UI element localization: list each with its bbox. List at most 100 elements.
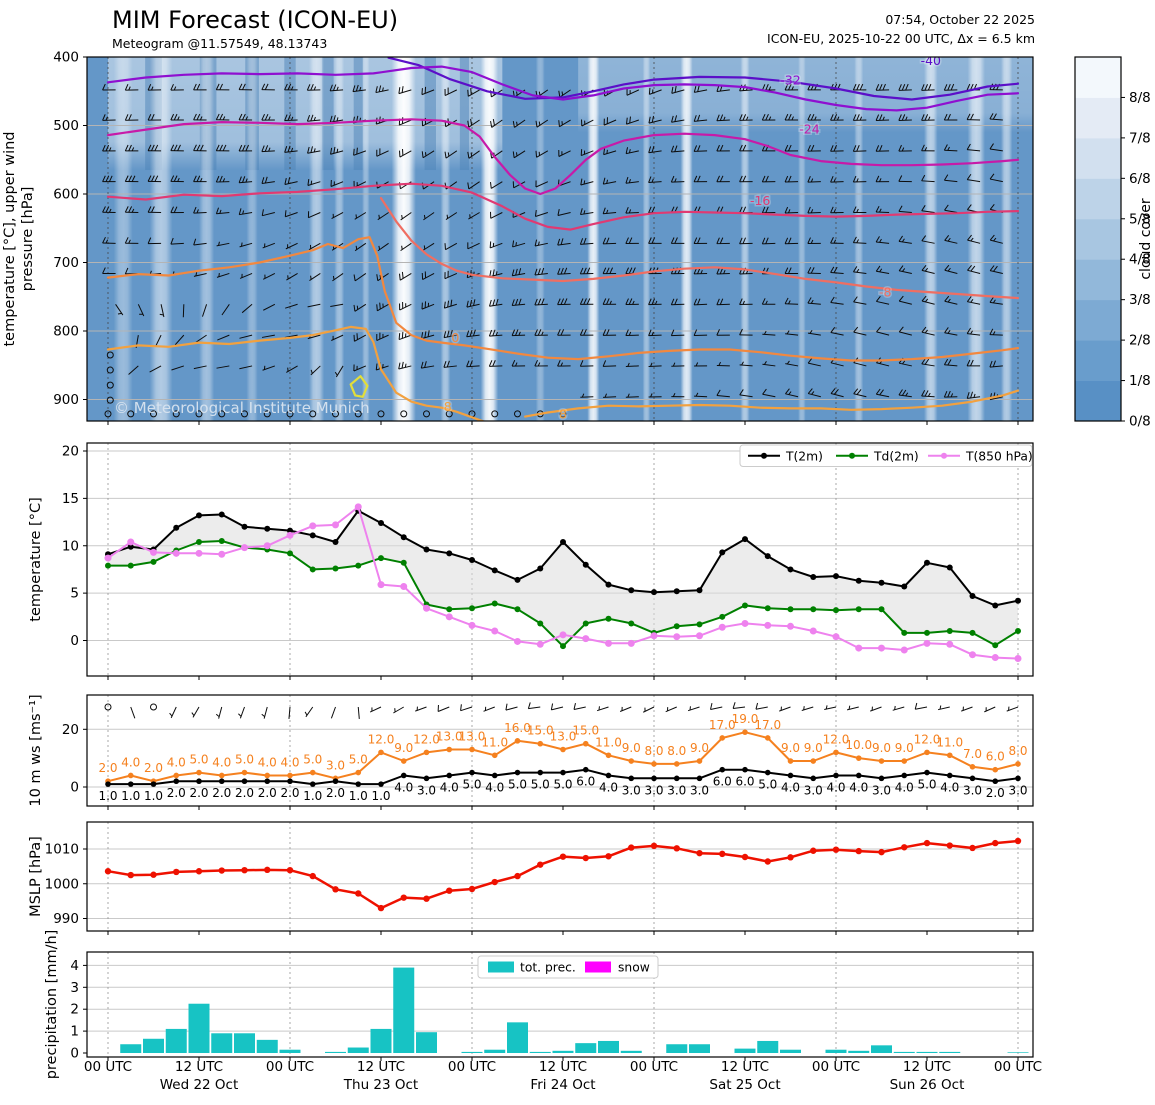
svg-text:Sat 25 Oct: Sat 25 Oct <box>709 1077 780 1093</box>
precip-bar <box>484 1049 506 1053</box>
svg-text:Thu 23 Oct: Thu 23 Oct <box>343 1077 418 1093</box>
model-run-info: ICON-EU, 2025-10-22 00 UTC, Δx = 6.5 km <box>767 31 1035 46</box>
precip-bar <box>893 1051 915 1053</box>
svg-text:2.0: 2.0 <box>326 786 345 800</box>
svg-text:20: 20 <box>62 722 79 738</box>
svg-text:0: 0 <box>70 1046 79 1062</box>
svg-text:3.0: 3.0 <box>644 783 663 797</box>
svg-text:6.0: 6.0 <box>986 750 1005 764</box>
precip-bar <box>734 1048 756 1053</box>
contour-label--32: -32 <box>780 72 800 87</box>
precip-bar <box>256 1039 278 1053</box>
svg-text:6/8: 6/8 <box>1129 171 1151 187</box>
svg-text:4.0: 4.0 <box>121 755 140 769</box>
watermark: © Meteorological Institute Munich <box>114 399 370 417</box>
svg-text:4: 4 <box>70 958 79 974</box>
svg-text:00 UTC: 00 UTC <box>448 1059 496 1075</box>
temperature-legend: T(2m) Td(2m) T(850 hPa) <box>739 444 1033 467</box>
svg-text:6.0: 6.0 <box>735 775 754 789</box>
svg-text:15.0: 15.0 <box>572 724 599 738</box>
creation-time: 07:54, October 22 2025 <box>885 12 1035 27</box>
svg-text:5.0: 5.0 <box>917 778 936 792</box>
svg-text:1010: 1010 <box>45 842 79 858</box>
p3-axes: 0 20 10 m ws [ms⁻¹] <box>28 694 1034 810</box>
svg-text:5/8: 5/8 <box>1129 211 1151 227</box>
precip-bar <box>279 1049 301 1053</box>
svg-text:2.0: 2.0 <box>986 786 1005 800</box>
contour-label--40: -40 <box>921 53 941 68</box>
calm-wind-circles <box>104 351 567 418</box>
svg-text:2.0: 2.0 <box>235 786 254 800</box>
svg-text:1.0: 1.0 <box>371 789 390 803</box>
svg-text:17.0: 17.0 <box>754 718 781 732</box>
legend-box <box>477 955 659 979</box>
svg-text:3.0: 3.0 <box>963 783 982 797</box>
labels-orange: 2.0 4.0 2.0 4.0 5.0 4.0 5.0 4.0 4.0 5.0 3.0 5.012.0… <box>98 712 1027 775</box>
svg-text:13.0: 13.0 <box>436 729 463 743</box>
svg-text:990: 990 <box>53 911 79 927</box>
series-t-850-hpa- <box>104 503 1022 663</box>
bars-tot-prec <box>120 967 1029 1053</box>
contour-label--8: -8 <box>879 285 892 300</box>
svg-text:Wed 22 Oct: Wed 22 Oct <box>160 1077 239 1093</box>
svg-text:8.0: 8.0 <box>644 744 663 758</box>
p1-grid <box>87 57 1033 421</box>
svg-text:4.0: 4.0 <box>599 780 618 794</box>
svg-text:700: 700 <box>53 255 79 271</box>
precip-legend: tot. prec. snow <box>477 955 659 979</box>
panel-temperature: 0 5 10 15 20 temperature [°C] T(2m) Td(2m) T(850… <box>28 442 1034 680</box>
series-gusts: 2.0 4.0 2.0 4.0 5.0 4.0 5.0 4.0 4.0 5.0 3.0 5.012.0… <box>98 712 1028 785</box>
svg-text:00 UTC: 00 UTC <box>994 1059 1042 1075</box>
svg-text:5.0: 5.0 <box>758 778 777 792</box>
svg-text:4.0: 4.0 <box>212 755 231 769</box>
svg-text:9.0: 9.0 <box>690 741 709 755</box>
svg-text:0: 0 <box>70 633 79 649</box>
panel-wind: 2.0 4.0 2.0 4.0 5.0 4.0 5.0 4.0 4.0 5.0 3.0 5.012.0… <box>28 694 1034 810</box>
svg-text:5.0: 5.0 <box>189 753 208 767</box>
svg-text:00 UTC: 00 UTC <box>630 1059 678 1075</box>
precip-bar <box>143 1038 164 1053</box>
svg-text:5: 5 <box>70 586 79 602</box>
svg-text:00 UTC: 00 UTC <box>812 1059 860 1075</box>
contour-label-8: 8 <box>559 407 567 422</box>
svg-text:1.0: 1.0 <box>98 789 117 803</box>
p5-axes: 0 1 2 3 4 precipitation [mm/h] <box>44 930 1034 1079</box>
svg-text:6.0: 6.0 <box>576 775 595 789</box>
series-t-2m- <box>105 507 1021 609</box>
precip-bar <box>1007 1052 1029 1053</box>
svg-text:400: 400 <box>53 50 79 66</box>
legend-box <box>739 444 1033 467</box>
svg-text:4.0: 4.0 <box>940 780 959 794</box>
svg-text:4.0: 4.0 <box>781 780 800 794</box>
svg-text:1000: 1000 <box>45 876 79 892</box>
precip-bar <box>120 1044 142 1053</box>
svg-text:9.0: 9.0 <box>804 741 823 755</box>
svg-text:9.0: 9.0 <box>394 741 413 755</box>
svg-text:2.0: 2.0 <box>212 786 231 800</box>
svg-text:00 UTC: 00 UTC <box>84 1059 132 1075</box>
upper-wind-barbs <box>102 83 1003 401</box>
svg-text:13.0: 13.0 <box>459 729 486 743</box>
precip-bar <box>188 1003 210 1053</box>
svg-text:00 UTC: 00 UTC <box>266 1059 314 1075</box>
svg-text:4.0: 4.0 <box>280 755 299 769</box>
p1-axes: 400 500 600 700 800 900 temperature [°C], uppe… <box>2 50 1034 425</box>
svg-text:3: 3 <box>70 980 79 996</box>
t2m-td-fill <box>108 510 1018 647</box>
svg-text:12.0: 12.0 <box>368 732 395 746</box>
svg-text:2.0: 2.0 <box>167 786 186 800</box>
p2-axes: 0 5 10 15 20 temperature [°C] <box>28 442 1034 680</box>
series-10-m-ws: 1.0 1.0 1.0 2.0 2.0 2.0 2.0 2.0 2.0 1.0 2.0 1.0 1.04… <box>98 766 1028 803</box>
svg-text:15: 15 <box>62 491 79 507</box>
svg-text:12 UTC: 12 UTC <box>903 1059 951 1075</box>
temperature-contours: -40 -32 -24 -16 -8 0 8 8 <box>106 53 1020 422</box>
svg-text:12 UTC: 12 UTC <box>721 1059 769 1075</box>
precip-bar <box>689 1044 710 1053</box>
run-info: 07:54, October 22 2025 ICON-EU, 2025-10-… <box>767 10 1035 48</box>
svg-text:800: 800 <box>53 324 79 340</box>
svg-text:600: 600 <box>53 187 79 203</box>
precip-bar <box>165 1028 187 1053</box>
surface-wind-barbs <box>104 702 1019 719</box>
